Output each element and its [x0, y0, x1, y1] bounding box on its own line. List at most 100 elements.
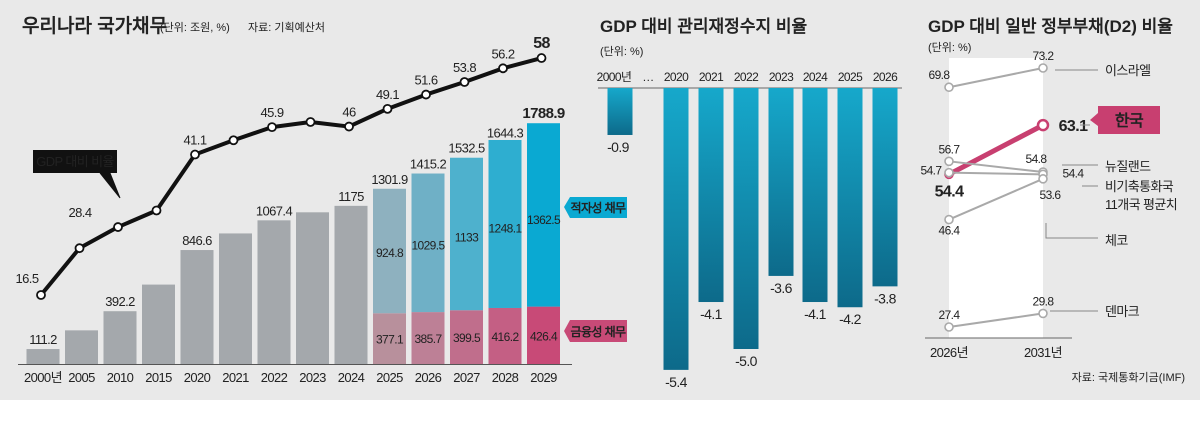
fiscal-balance-bar — [698, 88, 724, 303]
gdp-ratio-label: 16.5 — [16, 271, 39, 286]
chart3-source: 자료: 국제통화기금(IMF) — [1072, 371, 1185, 384]
total-debt-label: 1067.4 — [256, 203, 293, 218]
financial-debt-legend-box — [564, 320, 627, 342]
value-label-2026: 54.4 — [935, 183, 964, 200]
gdp-ratio-label: 45.9 — [261, 105, 284, 120]
deficit-debt-label: 1029.5 — [411, 239, 445, 253]
x-tick-label: 2026 — [415, 370, 442, 385]
fiscal-balance-bar — [802, 88, 828, 303]
x-tick-label: 2021 — [699, 70, 724, 84]
gdp-ratio-label: 28.4 — [69, 205, 92, 220]
debt-bar — [103, 311, 137, 364]
gdp-ratio-point — [459, 77, 470, 87]
gdp-ratio-label: 56.2 — [492, 46, 515, 61]
deficit-debt-label: 1133 — [455, 231, 479, 245]
series-point — [1038, 308, 1048, 319]
debt-bar — [180, 250, 214, 364]
debt-bar — [219, 233, 252, 364]
line-legend-label: GDP 대비 비율 — [36, 154, 114, 169]
series-line — [947, 122, 1045, 177]
series-point — [944, 82, 954, 93]
x-tick-label: 2005 — [68, 370, 95, 385]
x-tick-label: 2029 — [530, 370, 557, 385]
debt-bar — [26, 349, 60, 364]
total-debt-label: 1788.9 — [522, 105, 565, 122]
financial-debt-bar — [411, 312, 445, 364]
gdp-ratio-label: 51.6 — [415, 73, 438, 88]
total-debt-label: 1301.9 — [371, 172, 408, 187]
fiscal-balance-bar — [872, 88, 898, 287]
fiscal-balance-label: -4.2 — [839, 311, 862, 327]
series-name: 이스라엘 — [1105, 63, 1150, 78]
chart2-unit: (단위: %) — [600, 45, 643, 58]
fiscal-balance-chart: -0.9 2000년 -5.4 2020 -4.1 2021 -5.0 2022 -3.6 202… — [597, 70, 902, 390]
financial-debt-label: 399.5 — [453, 331, 481, 345]
value-label-2031: 54.8 — [1026, 152, 1048, 166]
financial-debt-label: 385.7 — [414, 332, 442, 346]
gdp-ratio-point — [151, 205, 162, 216]
series-line — [948, 67, 1044, 89]
financial-debt-label: 426.4 — [530, 329, 558, 343]
series-name: 비기축통화국 — [1105, 179, 1174, 194]
financial-debt-bar — [527, 306, 560, 364]
gdp-ratio-point — [382, 103, 393, 114]
deficit-debt-legend-box — [564, 197, 627, 218]
x-tick-label: 2025 — [838, 70, 863, 84]
total-debt-label: 1415.2 — [410, 157, 447, 172]
fiscal-balance-label: -3.8 — [874, 290, 897, 306]
value-label-2031: 53.6 — [1040, 188, 1062, 202]
financial-debt-label: 377.1 — [376, 333, 404, 347]
gdp-ratio-point — [36, 290, 46, 300]
series-point — [1038, 174, 1048, 184]
gdp-ratio-point — [228, 135, 239, 146]
x-tick-label: 2020 — [184, 370, 211, 385]
x-tick-label: 2025 — [376, 370, 403, 385]
financial-debt-bar — [488, 307, 522, 364]
debt-bar — [142, 284, 175, 364]
series-name: 뉴질랜드 — [1105, 159, 1151, 174]
financial-debt-label: 416.2 — [491, 330, 519, 344]
chart2-title: GDP 대비 관리재정수지 비율 — [600, 17, 807, 36]
deficit-debt-bar — [411, 173, 445, 313]
total-debt-label: 111.2 — [29, 332, 57, 347]
fiscal-balance-bar — [733, 88, 759, 349]
financial-debt-bar — [373, 313, 406, 364]
x-tick-label: 2023 — [769, 70, 794, 84]
gdp-ratio-label: 53.8 — [453, 60, 476, 75]
x-tick-label: 2024 — [338, 370, 365, 385]
fiscal-balance-label: -5.4 — [665, 374, 688, 390]
series-point — [1036, 118, 1050, 132]
deficit-debt-bar — [373, 188, 406, 314]
deficit-debt-bar — [488, 139, 522, 308]
gdp-ratio-label: 46 — [342, 105, 356, 120]
value-label-2026: 54.7 — [921, 164, 943, 178]
chart1-source: 자료: 기획예산처 — [248, 21, 325, 34]
debt-bar — [334, 205, 368, 364]
deficit-debt-bar — [450, 157, 483, 311]
series-point — [1038, 63, 1048, 73]
x-tick-label: 2028 — [492, 370, 519, 385]
gdp-ratio-point — [498, 63, 508, 74]
total-debt-label: 392.2 — [105, 294, 135, 309]
gdp-ratio-label: 41.1 — [184, 133, 207, 148]
gdp-ratio-point — [113, 222, 123, 232]
fiscal-balance-label: -4.1 — [700, 306, 723, 322]
series-name-line2: 11개국 평균치 — [1105, 197, 1177, 212]
gdp-ratio-label: 49.1 — [376, 87, 399, 102]
chart3-unit: (단위: %) — [928, 41, 971, 54]
line-legend-box — [33, 150, 117, 173]
x-tick-label: 2000년 — [597, 70, 632, 84]
x-tick-label: 2024 — [803, 70, 828, 84]
series-line — [948, 177, 1044, 221]
korea-label-box — [1090, 106, 1160, 134]
financial-debt-bar — [450, 310, 483, 364]
series-line — [948, 171, 1044, 176]
x-tick-label: 2021 — [222, 370, 249, 385]
value-label-2026: 27.4 — [939, 308, 961, 322]
series-name: 한국 — [1115, 111, 1144, 130]
series-line — [948, 160, 1044, 174]
chart1-title: 우리나라 국가채무 — [22, 15, 167, 37]
x-tick-label: 2020 — [664, 70, 689, 84]
